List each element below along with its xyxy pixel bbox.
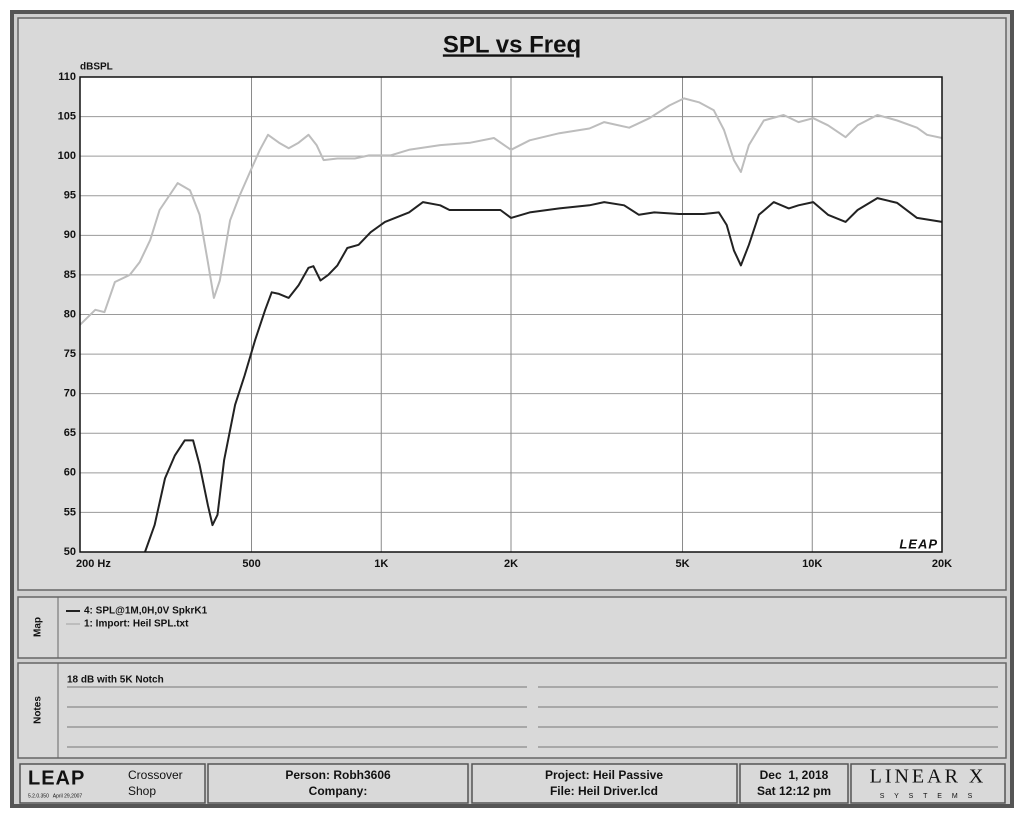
series-line: [144, 197, 943, 553]
footer-version: 5.2.0.350 April 29,2007: [28, 793, 82, 799]
y-tick-label: 65: [64, 427, 76, 439]
notes-panel: [17, 662, 1007, 759]
legend: 4: SPL@1M,0H,0V SpkrK1 1: Import: Heil SP…: [66, 606, 208, 630]
footer-project: Project: Heil Passive: [545, 768, 663, 782]
notes-label: Notes: [33, 696, 44, 724]
footer-brand-sub: S Y S T E M S: [880, 793, 977, 800]
plot: [79, 76, 943, 553]
footer-date-box: [739, 763, 849, 804]
y-tick-label: 75: [64, 348, 76, 360]
footer-file: File: Heil Driver.lcd: [550, 784, 658, 798]
footer-brand: LINEAR X: [870, 766, 987, 788]
y-tick-label: 80: [64, 308, 76, 320]
footer-logo: LEAP: [28, 767, 85, 789]
footer-logo-box: [19, 763, 206, 804]
footer-company: Company:: [309, 784, 368, 798]
x-tick-label: 10K: [802, 558, 822, 570]
x-tick-label: 5K: [675, 558, 689, 570]
y-tick-label: 85: [64, 269, 76, 281]
y-tick-label: 60: [64, 467, 76, 479]
y-axis-label: dBSPL: [80, 62, 113, 73]
y-tick-label: 105: [58, 110, 76, 122]
footer-brand-box: [850, 763, 1006, 804]
notes-text: 18 dB with 5K Notch: [67, 675, 164, 686]
x-tick-label: 500: [242, 558, 260, 570]
footer-project-box: [471, 763, 738, 804]
legend-label: 4: SPL@1M,0H,0V SpkrK1: [84, 606, 208, 617]
footer-product: Crossover: [128, 768, 183, 782]
plot-logo: LEAP: [899, 536, 938, 551]
chart-title: SPL vs Freq: [443, 31, 581, 58]
x-tick-label: 20K: [932, 558, 952, 570]
y-tick-label: 110: [58, 71, 76, 83]
map-panel: [17, 596, 1007, 659]
series-line: [79, 97, 943, 326]
x-tick-label: 200 Hz: [76, 558, 111, 570]
footer-time: Sat 12:12 pm: [757, 784, 831, 798]
legend-label: 1: Import: Heil SPL.txt: [84, 619, 189, 630]
y-tick-label: 50: [64, 546, 76, 558]
note-lines: [67, 686, 998, 748]
footer-person: Person: Robh3606: [285, 768, 391, 782]
y-tick-label: 100: [58, 150, 76, 162]
footer-person-box: [207, 763, 469, 804]
x-tick-label: 2K: [504, 558, 518, 570]
footer-date: Dec 1, 2018: [760, 768, 829, 782]
plot-border: [79, 76, 943, 553]
x-tick-label: 1K: [374, 558, 388, 570]
map-label: Map: [33, 617, 44, 637]
y-tick-label: 70: [64, 388, 76, 400]
footer-product: Shop: [128, 784, 156, 798]
y-tick-label: 95: [64, 190, 76, 202]
y-tick-label: 90: [64, 229, 76, 241]
y-tick-label: 55: [64, 506, 76, 518]
